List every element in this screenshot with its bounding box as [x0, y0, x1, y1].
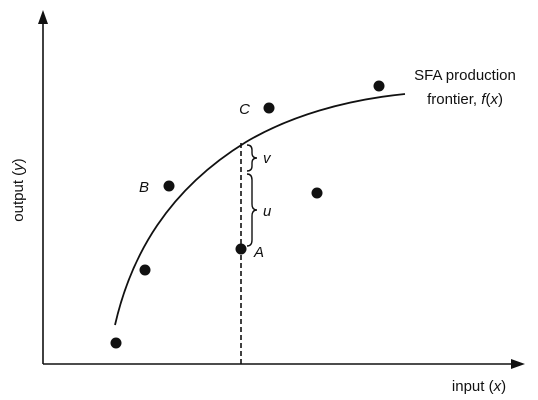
- frontier-label-line1: SFA production: [414, 67, 516, 84]
- v-label: v: [263, 150, 272, 167]
- y-axis-arrowhead: [38, 10, 48, 24]
- observation-point-b: [163, 180, 175, 192]
- point-label-a: A: [253, 244, 264, 261]
- x-axis-label: input (x): [452, 378, 506, 395]
- x-axis-arrowhead: [511, 359, 525, 369]
- observation-point-a: [235, 243, 247, 255]
- observation-point: [373, 80, 385, 92]
- observation-point: [311, 187, 323, 199]
- axes: [38, 10, 525, 369]
- y-axis-label: output (y): [10, 158, 27, 221]
- observation-points: [110, 80, 385, 349]
- u-brace: [246, 173, 258, 247]
- observation-point-c: [263, 102, 275, 114]
- point-label-b: B: [139, 179, 149, 196]
- v-brace: [246, 144, 258, 172]
- sfa-frontier-curve: [114, 93, 406, 326]
- observation-point: [139, 264, 151, 276]
- observation-point: [110, 337, 122, 349]
- frontier-label-line2: frontier, f(x): [427, 91, 503, 108]
- u-label: u: [263, 203, 272, 220]
- point-label-c: C: [239, 101, 250, 118]
